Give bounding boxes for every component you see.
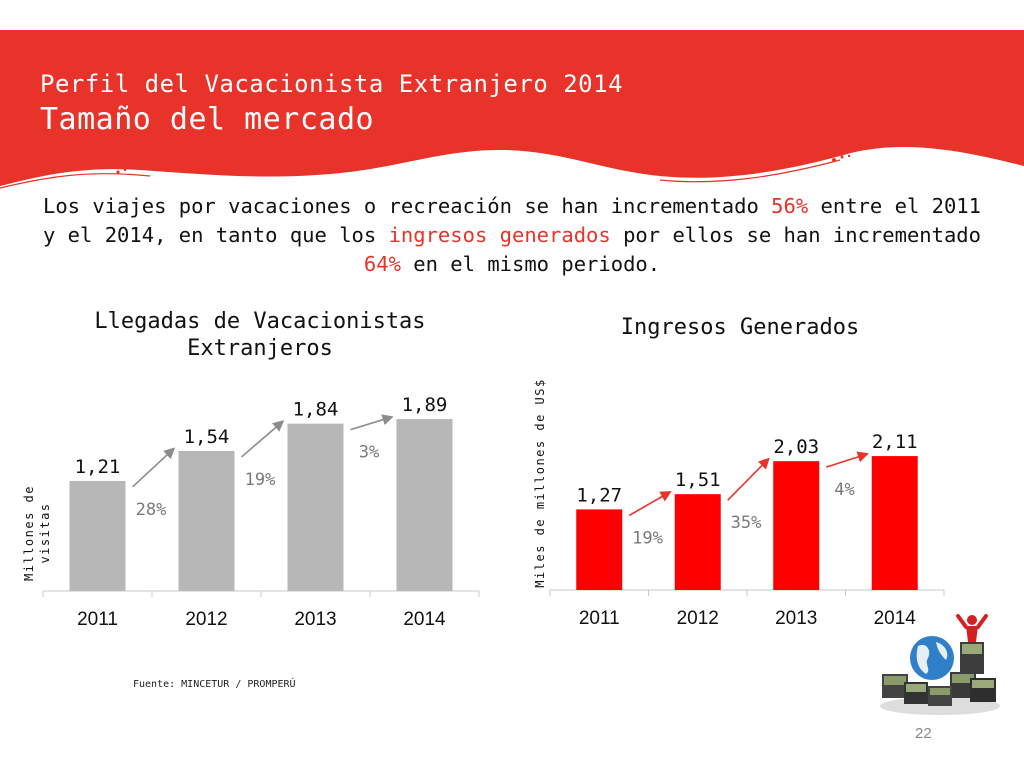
chart-income-title-line-1: Ingresos Generados <box>620 315 860 340</box>
arrivals-growth-label-3: 3% <box>359 443 379 463</box>
income-bar-2014 <box>871 456 918 590</box>
chart-arrivals-title: Llegadas de Vacacionistas Extranjeros <box>40 308 480 362</box>
income-tick-label-2011: 2011 <box>579 608 620 629</box>
arrivals-growth-arrow-3 <box>350 414 394 431</box>
header-wave-icon <box>0 30 1024 189</box>
summary-highlight-income-growth: 64% <box>363 252 401 276</box>
arrivals-tick-label-2013: 2013 <box>294 609 336 630</box>
chart-income: 1,27 2011 1,51 2012 2,03 2013 2,11 2014 19% 35% 4%… <box>533 378 945 629</box>
chart-arrivals-title-line-1: Llegadas de Vacacionistas <box>94 309 426 334</box>
summary-part-1: Los viajes por vacaciones o recreación s… <box>42 194 772 218</box>
income-tick-label-2012: 2012 <box>677 608 719 629</box>
summary-part-2: entre el 2011 y el 2014, en tanto que lo… <box>42 194 981 247</box>
arrivals-bar-2011 <box>69 480 126 591</box>
page-title: Tamaño del mercado <box>40 102 375 137</box>
arrivals-y-axis-label-1: Millones de <box>22 485 36 581</box>
arrivals-tick-label-2011: 2011 <box>77 609 118 630</box>
chart-arrivals: 1,21 2011 1,54 2012 1,84 2013 1,89 2014 28% 19% 3%… <box>22 394 480 630</box>
summary-part-4: en el mismo periodo. <box>400 252 661 276</box>
income-value-label-2013: 2,03 <box>773 436 819 458</box>
arrivals-value-label-2011: 1,21 <box>75 456 121 478</box>
income-bar-2011 <box>576 509 623 590</box>
income-tick-label-2013: 2013 <box>775 608 817 629</box>
arrivals-tick-label-2014: 2014 <box>403 609 446 630</box>
income-growth-arrow-3 <box>826 451 869 468</box>
income-y-axis-label-1: Miles de millones de US$ <box>533 378 547 587</box>
income-growth-label-2: 35% <box>731 513 762 533</box>
income-value-label-2012: 1,51 <box>675 469 721 491</box>
income-growth-label-3: 4% <box>834 480 854 500</box>
income-tick-label-2014: 2014 <box>874 608 917 629</box>
arrivals-tick-label-2012: 2012 <box>185 609 227 630</box>
arrivals-growth-arrow-1 <box>131 447 176 488</box>
income-value-label-2014: 2,11 <box>872 431 918 453</box>
arrivals-growth-arrow-2 <box>240 420 285 458</box>
header-subtitle: Perfil del Vacacionista Extranjero 2014 <box>40 70 624 98</box>
arrivals-value-label-2012: 1,54 <box>184 426 230 448</box>
arrivals-bar-2013 <box>287 423 344 591</box>
summary-highlight-income: ingresos generados <box>388 223 611 247</box>
arrivals-growth-label-2: 19% <box>245 470 276 490</box>
income-value-label-2011: 1,27 <box>576 484 622 506</box>
chart-arrivals-title-line-2: Extranjeros <box>187 336 333 361</box>
globe-money-figure-icon <box>880 614 1000 715</box>
arrivals-y-axis-label-2: visitas <box>38 502 52 563</box>
income-bar-2013 <box>773 461 820 590</box>
arrivals-bar-2012 <box>178 450 235 591</box>
arrivals-value-label-2014: 1,89 <box>402 394 448 416</box>
income-growth-label-1: 19% <box>632 528 663 548</box>
arrivals-value-label-2013: 1,84 <box>293 399 339 421</box>
page-number: 22 <box>915 725 932 742</box>
income-bar-2012 <box>674 494 721 590</box>
income-growth-arrow-1 <box>628 491 672 517</box>
income-growth-arrow-2 <box>727 457 770 501</box>
summary-text: Los viajes por vacaciones o recreación s… <box>40 192 984 279</box>
source-note: Fuente: MINCETUR / PROMPERÚ <box>133 679 296 690</box>
chart-income-title: Ingresos Generados <box>540 314 940 341</box>
summary-highlight-arrivals-growth: 56% <box>771 194 809 218</box>
header-banner: Perfil del Vacacionista Extranjero 2014 … <box>0 0 1024 200</box>
arrivals-growth-label-1: 28% <box>136 500 167 520</box>
summary-part-3: por ellos se han incrementado <box>610 223 981 247</box>
arrivals-bar-2014 <box>396 419 453 591</box>
